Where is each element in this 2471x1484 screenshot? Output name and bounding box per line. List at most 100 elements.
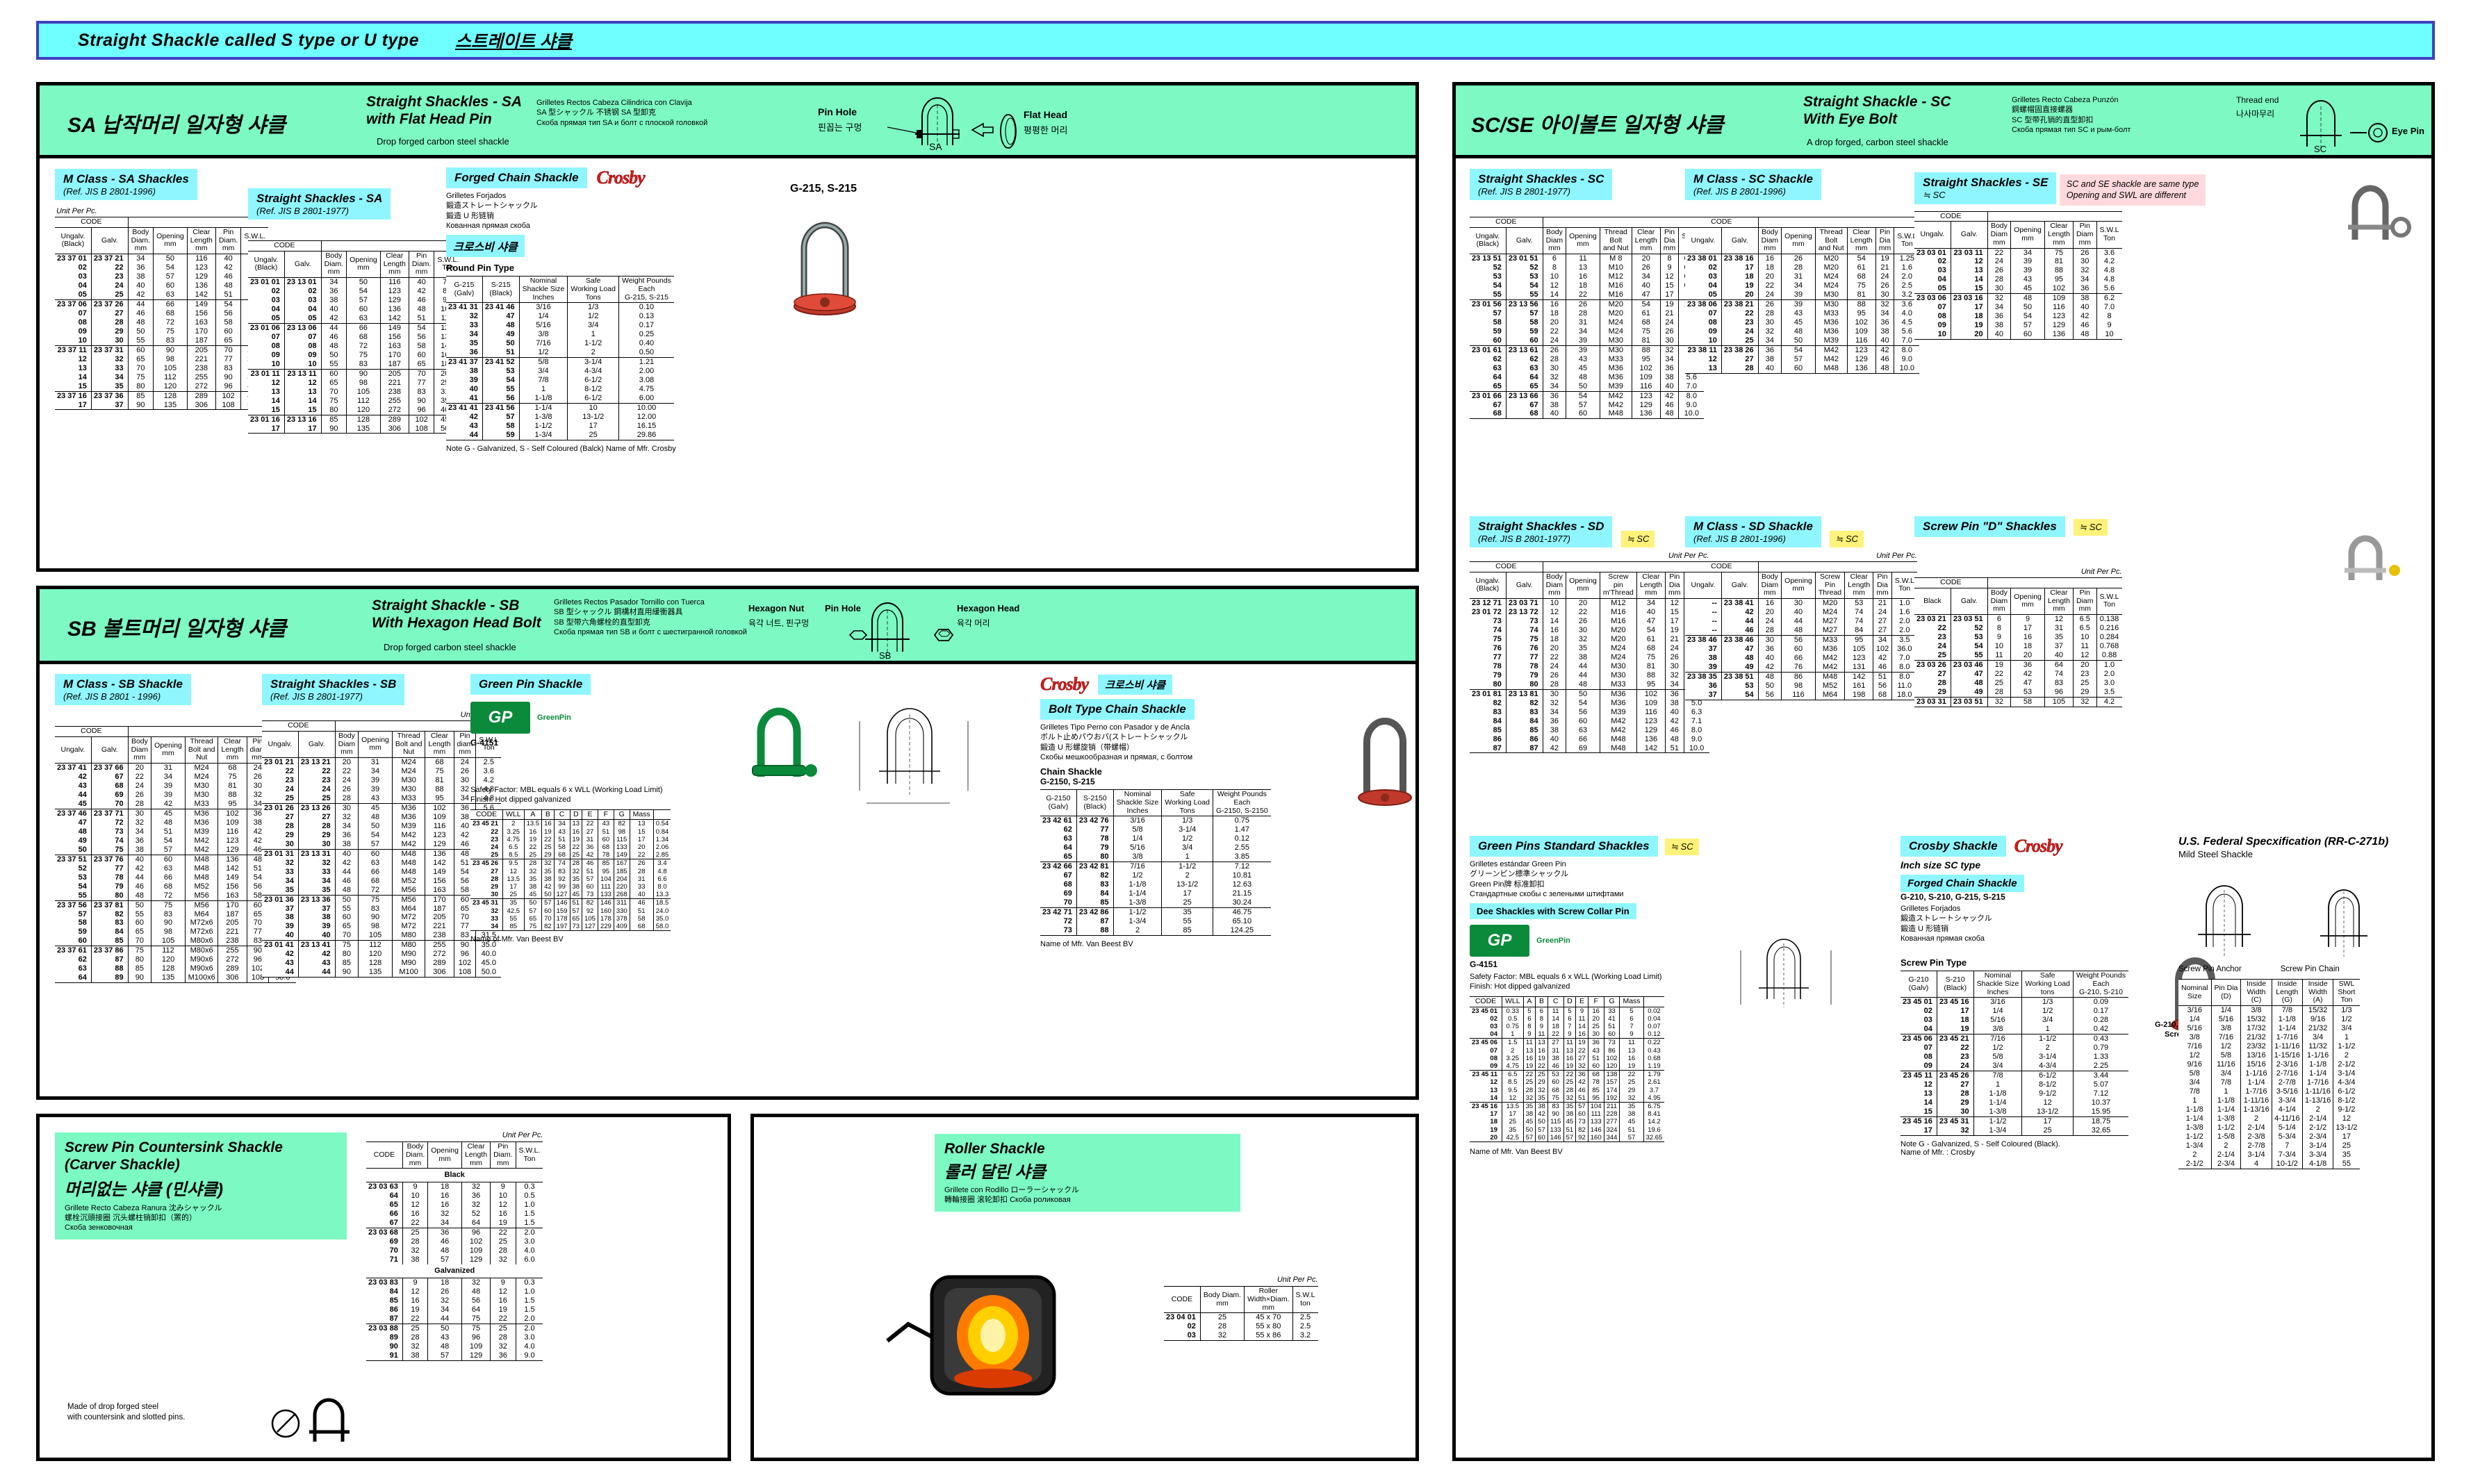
table-cell-body: 38 [402,1351,428,1361]
table-cell-body: 36 [334,830,359,840]
table-row: 23 04 01 25 45 x 70 2.5 [1164,1312,1318,1323]
table-cell-c: 1-11/16 [2240,1096,2272,1105]
table-cell-code: 25 [491,851,498,859]
table-cell-swl: 13-1/2 [567,413,619,422]
table-cell-thread: M30 [184,790,218,800]
table-row: 08 23 30 45 M36 102 36 4.5 [1685,318,1920,327]
sd-approx-note: ≒ SC [1620,531,1655,547]
table-row: 04 14 28 43 95 34 4.8 [1914,275,2122,285]
table-cell-swl: 0.3 [515,1277,543,1287]
table-cell-e: 36 [1575,1070,1588,1079]
column-header: Opening mm [358,731,393,759]
table-row: 23 38 35 23 38 51 48 86 M48 142 51 8.0 [1685,671,1917,682]
table-cell-galv: 23 03 51 [1950,613,1988,624]
table-cell-clear: 129 [217,845,247,855]
table-cell-ungalv: 68 [1470,409,1507,420]
table-cell-code: 87 [389,1314,398,1323]
table-cell-c: 1-1/16 [2240,1069,2272,1078]
table-cell-body: 85 [127,964,151,974]
table-cell-b: 8 [1535,1014,1548,1023]
table-cell-swl: 6-1/2 [2021,1071,2074,1081]
column-header [1542,561,1709,572]
table-cell-body: 20 [1542,643,1566,653]
table-cell-swl: 1/2 [567,312,619,322]
table-section-label: Galvanized [434,1266,475,1275]
table-cell-ungalv: 78 [1493,661,1502,670]
table-cell-body: 26 [1542,345,1566,355]
table-cell-pin: 6.5 [2073,613,2097,624]
table-cell-g: 41 [1603,1014,1620,1023]
sc-jis-block: Straight Shackles - SC (Ref. JIS B 2801-… [1470,169,1705,420]
column-header: Ungalv. [1685,227,1722,255]
table-cell-pin: 38 [1875,327,1894,336]
column-header [1987,577,2122,588]
sd-m-approx-note: ≒ SC [1830,531,1864,547]
table-cell-body: 26 [334,784,359,794]
table-row: 12 27 1 8-1/2 5.07 [1901,1080,2128,1090]
table-cell-pin: 54 [408,322,434,333]
table-cell-swl: 45.0 [475,959,502,968]
table-cell-thread: M36 [1814,644,1845,654]
table-cell-code: 04 [1490,1030,1497,1039]
column-header: Galv. [1950,221,1988,249]
table-cell-clear: 161 [1844,681,1873,691]
table-cell-f: 178 [597,914,614,923]
table-cell-code: 13 [1490,1086,1497,1094]
table-cell-swl: 1.5 [515,1305,543,1314]
table-cell-pin: 96 [408,405,434,415]
table-cell-wll: 6.5 [502,843,525,852]
table-cell-size: 1-1/2 [518,422,568,431]
table-cell-body: 12 [402,1287,428,1296]
table-cell-swl: 1 [567,330,619,340]
table-cell-g: 23 42 71 [1040,907,1077,918]
table-cell-g: 15 [1923,1107,1932,1116]
table-cell-ungalv: 03 [1708,272,1717,281]
us-federal-title: U.S. Federal Specxification (RR-C-271b) [2178,836,2389,848]
table-cell-c: 38 [1547,1054,1564,1062]
table-row: 79792644M3088323.2 [1470,670,1709,680]
table-cell-f: 43 [597,819,614,828]
column-header: Clear Length mm [1636,572,1666,600]
table-cell-swl: 3-1/4 [567,357,619,368]
table-row: 64 64 32 48 M36 109 38 5.6 [1470,372,1705,382]
table-cell-g: 204 [613,875,630,883]
table-row: 070746681565613.0 [248,332,462,342]
table-cell-d: 1-1/8 [2210,1096,2241,1105]
table-cell-ungalv: 86 [1493,734,1502,743]
table-cell-thread: M24 [1599,643,1637,653]
table-cell-galv: 77 [90,864,129,873]
table-row: 69 84 1-1/4 17 21.15 [1040,889,1271,899]
table-cell-ungalv: 05 [1708,290,1717,299]
table-cell-pin: 40 [1665,707,1684,717]
table-cell-body: 70 [127,363,154,373]
table-cell-wt: 0.75 [1212,816,1271,826]
table-cell-c: 21/32 [2240,1033,2272,1042]
table-cell-clear: 116 [217,827,247,836]
table-cell-code: 28 [491,875,498,883]
table-cell-s: 55 [482,385,520,395]
table-row: 13 28 1-1/8 9-1/2 7.12 [1901,1089,2128,1099]
table-cell-size: 2 [2192,1150,2197,1159]
table-cell-c: 178 [553,914,570,923]
table-cell-wll: 4.75 [1501,1062,1524,1071]
sc-english-sub: A drop forged, carbon steel shackle [1807,137,1948,147]
table-row: 29 49 28 53 96 29 3.5 [1914,687,2122,698]
table-cell-swl: 10 [567,403,619,413]
greenpin-part-code: G-4151 [470,738,499,748]
table-cell-ungalv: 27 [285,812,294,821]
table-cell-thread: M24 [391,757,425,767]
table-cell-opening: 53 [2010,687,2045,698]
table-row: 54541218M1640150.80 [1470,281,1705,290]
table-cell-body: 38 [1757,354,1782,364]
table-row: 5/16 3/8 17/32 1-1/4 21/32 3/4 [2178,1024,2360,1034]
table-cell-body: 80 [320,405,347,415]
table-cell-opening: 54 [153,263,188,272]
table-cell-a: 11 [1522,1038,1536,1047]
table-row: 23 01 41 23 13 41 75 112 M80 255 90 35.0 [262,940,502,950]
table-cell-clear: 84 [1844,625,1873,636]
screwpin-d-unit: Unit Per Pc. [2080,568,2122,576]
table-cell-pin: 51 [1665,743,1684,754]
table-cell-clear: 205 [379,368,409,379]
table-cell-opening: 54 [346,286,381,296]
table-cell-swl: 10 [2096,330,2122,340]
